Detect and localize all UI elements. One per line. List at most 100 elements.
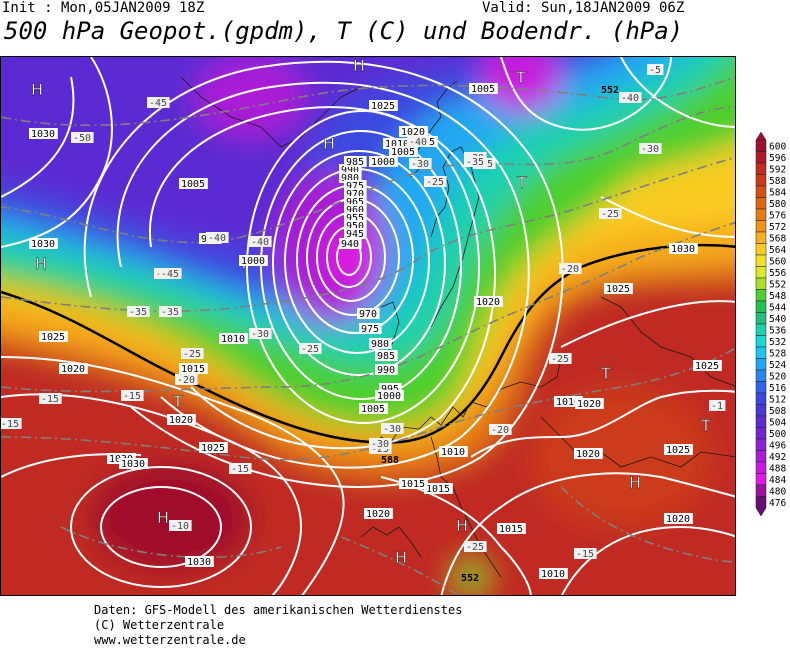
temperature-label-box <box>574 548 597 559</box>
isobar-label: 1015 <box>499 524 523 535</box>
pressure-center-high: H <box>35 254 47 273</box>
isobar-label: 1030 <box>31 239 55 250</box>
isobar-label-box <box>664 513 693 524</box>
scale-label: 576 <box>769 211 786 222</box>
temperature-label-box <box>175 374 198 385</box>
temperature-label-box <box>409 158 432 169</box>
temperature-label-box <box>559 263 582 274</box>
isobar-label: 960 <box>346 205 364 216</box>
temperature-label: -25 <box>371 444 389 455</box>
isobar-label-box <box>357 308 380 319</box>
isobar-label: 1005 <box>391 147 415 158</box>
isobar-label-box <box>344 220 367 231</box>
scale-label: 580 <box>769 199 786 210</box>
temperature-label-box <box>169 520 192 531</box>
temperature-label-box <box>549 353 572 364</box>
color-scale: 600 596 592 588 584 580 576 572 568 564 560 556 552 5… <box>738 131 790 520</box>
temperature-label-box <box>709 400 726 411</box>
scale-swatch <box>755 162 767 175</box>
contour-value-label: 552 <box>601 85 619 96</box>
isobar-label-box <box>574 448 603 459</box>
scale-label: 556 <box>769 268 786 279</box>
scale-label: 596 <box>769 153 786 164</box>
isobar-label-box <box>469 83 498 94</box>
isobar-label: 1020 <box>169 415 193 426</box>
isobar-label: 1000 <box>377 391 401 402</box>
isobar-label-box <box>375 350 398 361</box>
isobar-label-box <box>179 178 208 189</box>
scale-swatch <box>755 392 767 405</box>
scale-swatch <box>755 358 767 371</box>
temperature-label-box <box>127 306 150 317</box>
contour-value-label: 588 <box>381 455 399 466</box>
temperature-label-box <box>381 423 404 434</box>
scale-label: 560 <box>769 257 786 268</box>
isobar-label: 1030 <box>671 244 695 255</box>
temperature-label: -25 <box>301 344 319 355</box>
isobar-label: 985 <box>377 351 395 362</box>
isobar-label-box <box>369 338 392 349</box>
scale-label: 532 <box>769 337 786 348</box>
scale-label: 512 <box>769 395 786 406</box>
temperature-label: -40 <box>208 233 226 244</box>
temperature-label-box <box>464 541 487 552</box>
isobar-label: 1005 <box>471 84 495 95</box>
isobar-label: 985 <box>346 157 364 168</box>
map-title: 500 hPa Geopot.(gpdm), T (C) und Bodendr… <box>4 17 684 45</box>
scale-swatch <box>755 496 767 509</box>
scale-label: 600 <box>769 142 786 153</box>
scale-swatch <box>755 381 767 394</box>
scale-swatch <box>755 369 767 382</box>
temperature-label-box <box>159 306 182 317</box>
scale-label: 516 <box>769 383 786 394</box>
scale-label: 552 <box>769 280 786 291</box>
scale-swatch <box>755 289 767 302</box>
isobar-label-box <box>344 228 367 239</box>
scale-swatch <box>755 450 767 463</box>
pressure-center-low: T <box>516 173 527 192</box>
scale-swatch <box>755 277 767 290</box>
isobar-label: 980 <box>341 173 359 184</box>
scale-label: 584 <box>769 188 786 199</box>
scale-label: 540 <box>769 314 786 325</box>
temperature-label: -25 <box>601 209 619 220</box>
scale-swatch <box>755 404 767 417</box>
temperature-label-box <box>639 143 662 154</box>
scale-swatch <box>755 231 767 244</box>
pressure-center-high: H <box>323 134 335 153</box>
temperature-label: -15 <box>41 394 59 405</box>
weather-map: HHHHHHHHTTTTTT 1030103010301025102010151… <box>0 56 736 596</box>
isobar-label-box <box>29 238 58 249</box>
scale-label: 524 <box>769 360 786 371</box>
pressure-center-low: T <box>172 392 183 411</box>
scale-label: 592 <box>769 165 786 176</box>
temperature-label-box <box>619 92 642 103</box>
isobar-label-box <box>424 483 453 494</box>
scale-label: 488 <box>769 464 786 475</box>
isobar-label: 1010 <box>556 397 580 408</box>
isobar-label-box <box>185 556 214 567</box>
scale-arrow-top <box>755 131 767 141</box>
isobar-label-box <box>474 296 503 307</box>
isobar-label-box <box>554 396 583 407</box>
isobar-label-box <box>359 403 388 414</box>
temperature-label: -5 <box>649 65 661 76</box>
isobar-label: 1025 <box>41 332 65 343</box>
scale-swatch <box>755 197 767 210</box>
isobar-label-box <box>389 146 418 157</box>
isobar-label: 1005 <box>361 404 385 415</box>
temperature-label-box <box>299 343 322 354</box>
scale-swatch <box>755 208 767 221</box>
isobar-label: 1015 <box>426 484 450 495</box>
temperature-label: -40 <box>251 237 269 248</box>
scale-swatch <box>755 335 767 348</box>
scale-label: 480 <box>769 487 786 498</box>
scale-swatch <box>755 484 767 497</box>
pressure-center-high: H <box>629 473 641 492</box>
isobar-label: 945 <box>346 229 364 240</box>
isobar-label-box <box>339 164 362 175</box>
isobar-label: 990 <box>341 165 359 176</box>
isobar-label: 1015 <box>401 479 425 490</box>
isobar-label-box <box>39 331 68 342</box>
isobar-label: 950 <box>346 221 364 232</box>
